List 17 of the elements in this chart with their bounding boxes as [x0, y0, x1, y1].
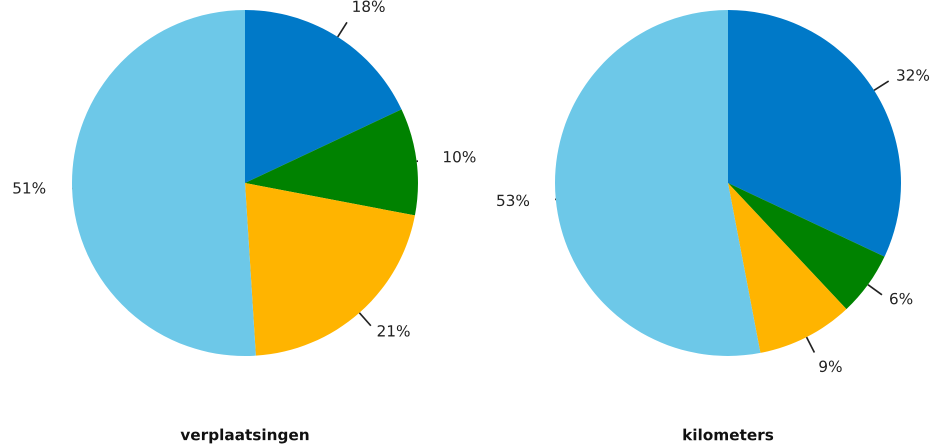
data-label: 53%	[497, 194, 530, 206]
data-label: 6%	[890, 292, 912, 304]
data-label: 18%	[353, 0, 385, 12]
text: verplaatsingen	[180, 428, 308, 444]
pie-slice	[245, 183, 415, 356]
pie-slice	[555, 10, 760, 356]
data-label: 51%	[13, 182, 46, 194]
pie-slice	[245, 10, 402, 183]
pie-slice	[728, 183, 885, 310]
data-label: 9%	[819, 360, 842, 372]
pie-slice	[72, 10, 256, 356]
data-label: 32%	[897, 69, 930, 81]
pie-slice	[728, 183, 846, 353]
pie-slice	[245, 109, 418, 216]
data-label: 10%	[444, 150, 476, 162]
text: kilometers	[683, 428, 774, 440]
data-label: 21%	[378, 325, 410, 337]
